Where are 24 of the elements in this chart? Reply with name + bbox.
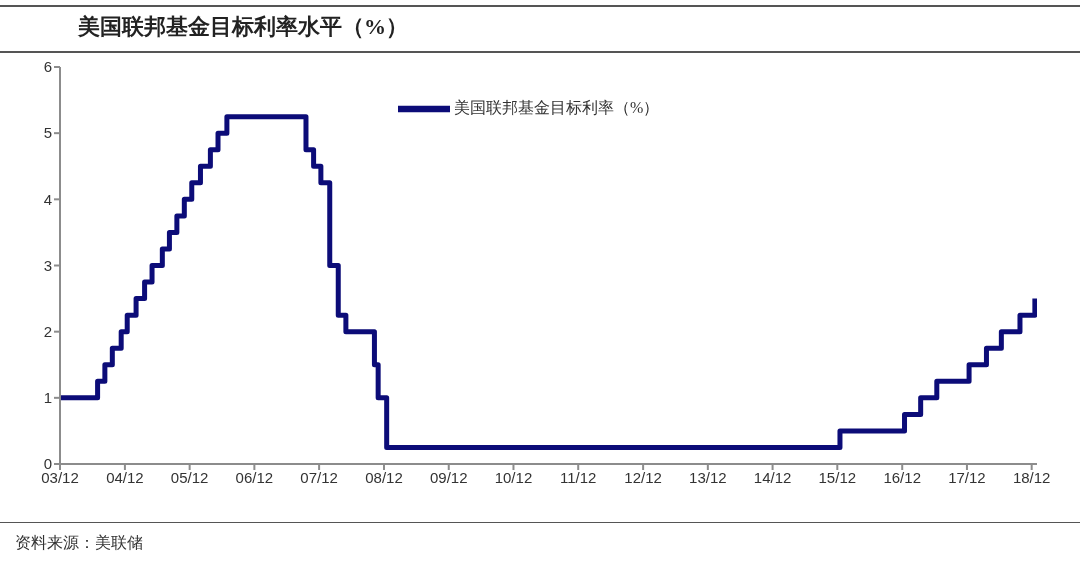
x-tick-label: 11/12 [559, 468, 597, 486]
x-tick-label: 07/12 [300, 468, 338, 486]
x-tick-label: 10/12 [494, 468, 533, 486]
x-tick-label: 13/12 [689, 468, 727, 486]
x-tick-label: 16/12 [883, 468, 921, 486]
text: 资料来源：美联储 [15, 533, 143, 553]
y-tick-label: 5 [43, 124, 52, 142]
x-tick-label: 14/12 [753, 468, 792, 486]
legend-label: 美国联邦基金目标利率（%） [454, 98, 660, 116]
y-tick-label: 2 [43, 322, 52, 340]
x-tick-label: 04/12 [106, 468, 144, 486]
y-tick-label: 3 [43, 256, 52, 274]
y-tick-label: 4 [43, 190, 52, 208]
x-tick-label: 05/12 [170, 468, 209, 486]
x-tick-label: 12/12 [624, 468, 662, 486]
x-tick-label: 09/12 [429, 468, 468, 486]
x-tick-label: 06/12 [235, 468, 274, 486]
x-tick-label: 15/12 [818, 468, 857, 486]
x-tick-label: 08/12 [365, 468, 403, 486]
x-tick-label: 17/12 [948, 468, 986, 486]
y-tick-label: 6 [43, 58, 52, 76]
chart-title: 美国联邦基金目标利率水平（%） [78, 13, 408, 41]
y-tick-label: 1 [43, 389, 52, 407]
x-tick-label: 18/12 [1012, 468, 1051, 486]
